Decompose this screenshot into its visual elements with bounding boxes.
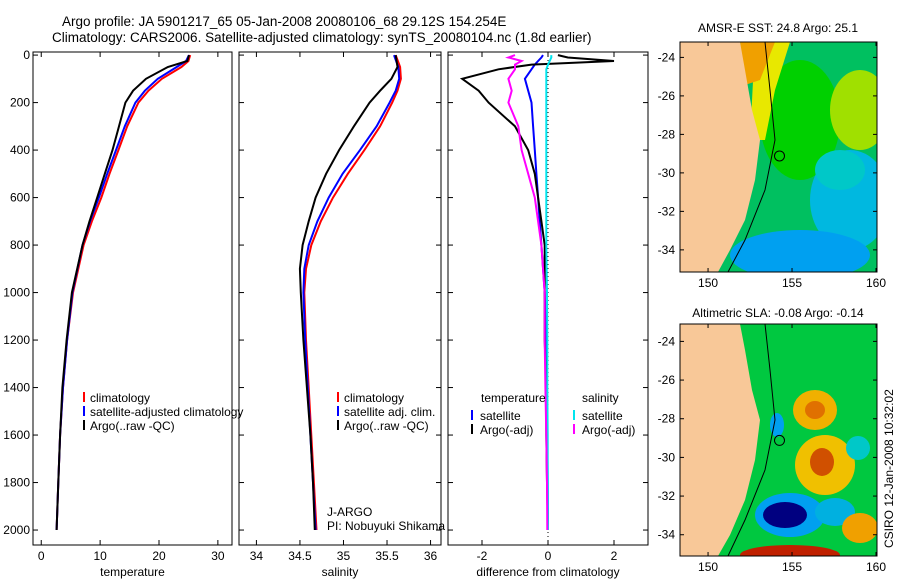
- lon-tick-label: 155: [782, 276, 802, 290]
- legend-label: Argo(..raw -QC): [344, 419, 429, 433]
- legend-label: satellite: [582, 409, 623, 423]
- x-tick-label: 36: [424, 549, 438, 563]
- lat-tick-label: -32: [658, 204, 676, 218]
- y-tick-label: 1200: [3, 333, 30, 347]
- y-tick-label: 0: [23, 48, 30, 62]
- plot-frame: [238, 51, 442, 546]
- map-frame: [679, 41, 878, 273]
- argo-position-marker: [773, 150, 785, 162]
- profile-panel-1: 0 10 20 30 0 200 400 600 800 1000 1200 1400 1600 1800…: [3, 48, 243, 579]
- x-tick-label: 10: [93, 549, 107, 563]
- sla-map: Altimetric SLA: -0.08 Argo: -0.14 150 155…: [658, 306, 887, 574]
- legend-label: satellite adj. clim.: [344, 405, 435, 419]
- y-tick-label: 400: [10, 143, 30, 157]
- y-tick-label: 2000: [3, 523, 30, 537]
- y-tick-label: 1600: [3, 428, 30, 442]
- series-line-temperature-argo-adj-: [459, 54, 615, 531]
- x-tick-label: 34.5: [288, 549, 312, 563]
- y-tick-label: 1400: [3, 381, 30, 395]
- x-axis-label: temperature: [100, 565, 165, 579]
- legend-label: satellite: [480, 409, 521, 423]
- platform-annotation: PI: Nobuyuki Shikama: [327, 519, 445, 533]
- x-axis-label: difference from climatology: [476, 565, 619, 579]
- legend-label: climatology: [90, 391, 150, 405]
- x-tick-label: 0: [38, 549, 45, 563]
- lon-tick-label: 150: [698, 560, 718, 574]
- land: [680, 42, 760, 272]
- platform-annotation: J-ARGO: [327, 505, 372, 519]
- lat-tick-label: -34: [658, 243, 676, 257]
- x-tick-label: 35.5: [375, 549, 399, 563]
- x-tick-label: 20: [152, 549, 166, 563]
- y-tick-label: 200: [10, 96, 30, 110]
- lat-tick-label: -30: [658, 450, 676, 464]
- isobath: [727, 324, 776, 556]
- side-label: CSIRO 12-Jan-2008 10:32:02: [882, 389, 896, 548]
- x-tick-label: 34: [250, 549, 264, 563]
- sst-map-title: AMSR-E SST: 24.8 Argo: 25.1: [698, 21, 858, 35]
- lat-tick-label: -24: [658, 50, 676, 64]
- lat-tick-label: -34: [658, 528, 676, 542]
- profile-panel-3: -2 0 2 difference from climatology temperatu…: [447, 51, 649, 579]
- lat-tick-label: -26: [658, 373, 676, 387]
- x-tick-label: 2: [611, 549, 618, 563]
- legend-label: Argo(-adj): [480, 423, 533, 437]
- lon-tick-label: 150: [698, 276, 718, 290]
- plot-frame: [32, 51, 233, 546]
- lon-tick-label: 160: [866, 560, 886, 574]
- x-tick-label: -2: [477, 549, 488, 563]
- series-line-climatology: [303, 54, 402, 531]
- argo-position-marker: [773, 434, 785, 446]
- y-tick-label: 600: [10, 191, 30, 205]
- series-line-satellite-adjusted-climatology: [55, 54, 190, 531]
- lat-tick-label: -24: [658, 334, 676, 348]
- map-frame: [679, 323, 878, 557]
- legend-header: temperature: [481, 391, 546, 405]
- lat-tick-label: -28: [658, 412, 676, 426]
- sla-map-title: Altimetric SLA: -0.08 Argo: -0.14: [692, 306, 864, 320]
- x-tick-label: 35: [337, 549, 351, 563]
- x-tick-label: 0: [545, 549, 552, 563]
- series-line-climatology: [55, 54, 192, 531]
- series-line-satellite-adj-clim-: [302, 54, 401, 531]
- title-line-2: Climatology: CARS2006. Satellite-adjuste…: [52, 30, 592, 45]
- legend-label: Argo(..raw -QC): [90, 419, 175, 433]
- lon-tick-label: 155: [782, 560, 802, 574]
- lat-tick-label: -26: [658, 89, 676, 103]
- y-tick-label: 800: [10, 238, 30, 252]
- lon-tick-label: 160: [866, 276, 886, 290]
- title-line-1: Argo profile: JA 5901217_65 05-Jan-2008 …: [62, 14, 506, 29]
- lat-tick-label: -28: [658, 127, 676, 141]
- series-line-argo-raw-qc-: [55, 54, 190, 531]
- legend-header: salinity: [582, 391, 619, 405]
- series-line-argo-raw-qc-: [298, 54, 399, 531]
- legend-label: Argo(-adj): [582, 423, 635, 437]
- lat-tick-label: -30: [658, 166, 676, 180]
- series-line-salinity-argo-adj-: [505, 54, 549, 531]
- legend-label: climatology: [344, 391, 404, 405]
- y-tick-label: 1000: [3, 286, 30, 300]
- x-tick-label: 30: [211, 549, 225, 563]
- lat-tick-label: -32: [658, 489, 676, 503]
- x-axis-label: salinity: [322, 565, 359, 579]
- land: [680, 324, 760, 556]
- y-tick-label: 1800: [3, 476, 30, 490]
- profile-panel-2: 34 34.5 35 35.5 36 salinity climatologysatelli…: [238, 51, 445, 579]
- series-line-salinity-satellite: [545, 55, 553, 531]
- sst-map: AMSR-E SST: 24.8 Argo: 25.1 150 155 160 -24…: [658, 21, 887, 290]
- legend-label: satellite-adjusted climatology: [90, 405, 243, 419]
- isobath: [727, 42, 776, 272]
